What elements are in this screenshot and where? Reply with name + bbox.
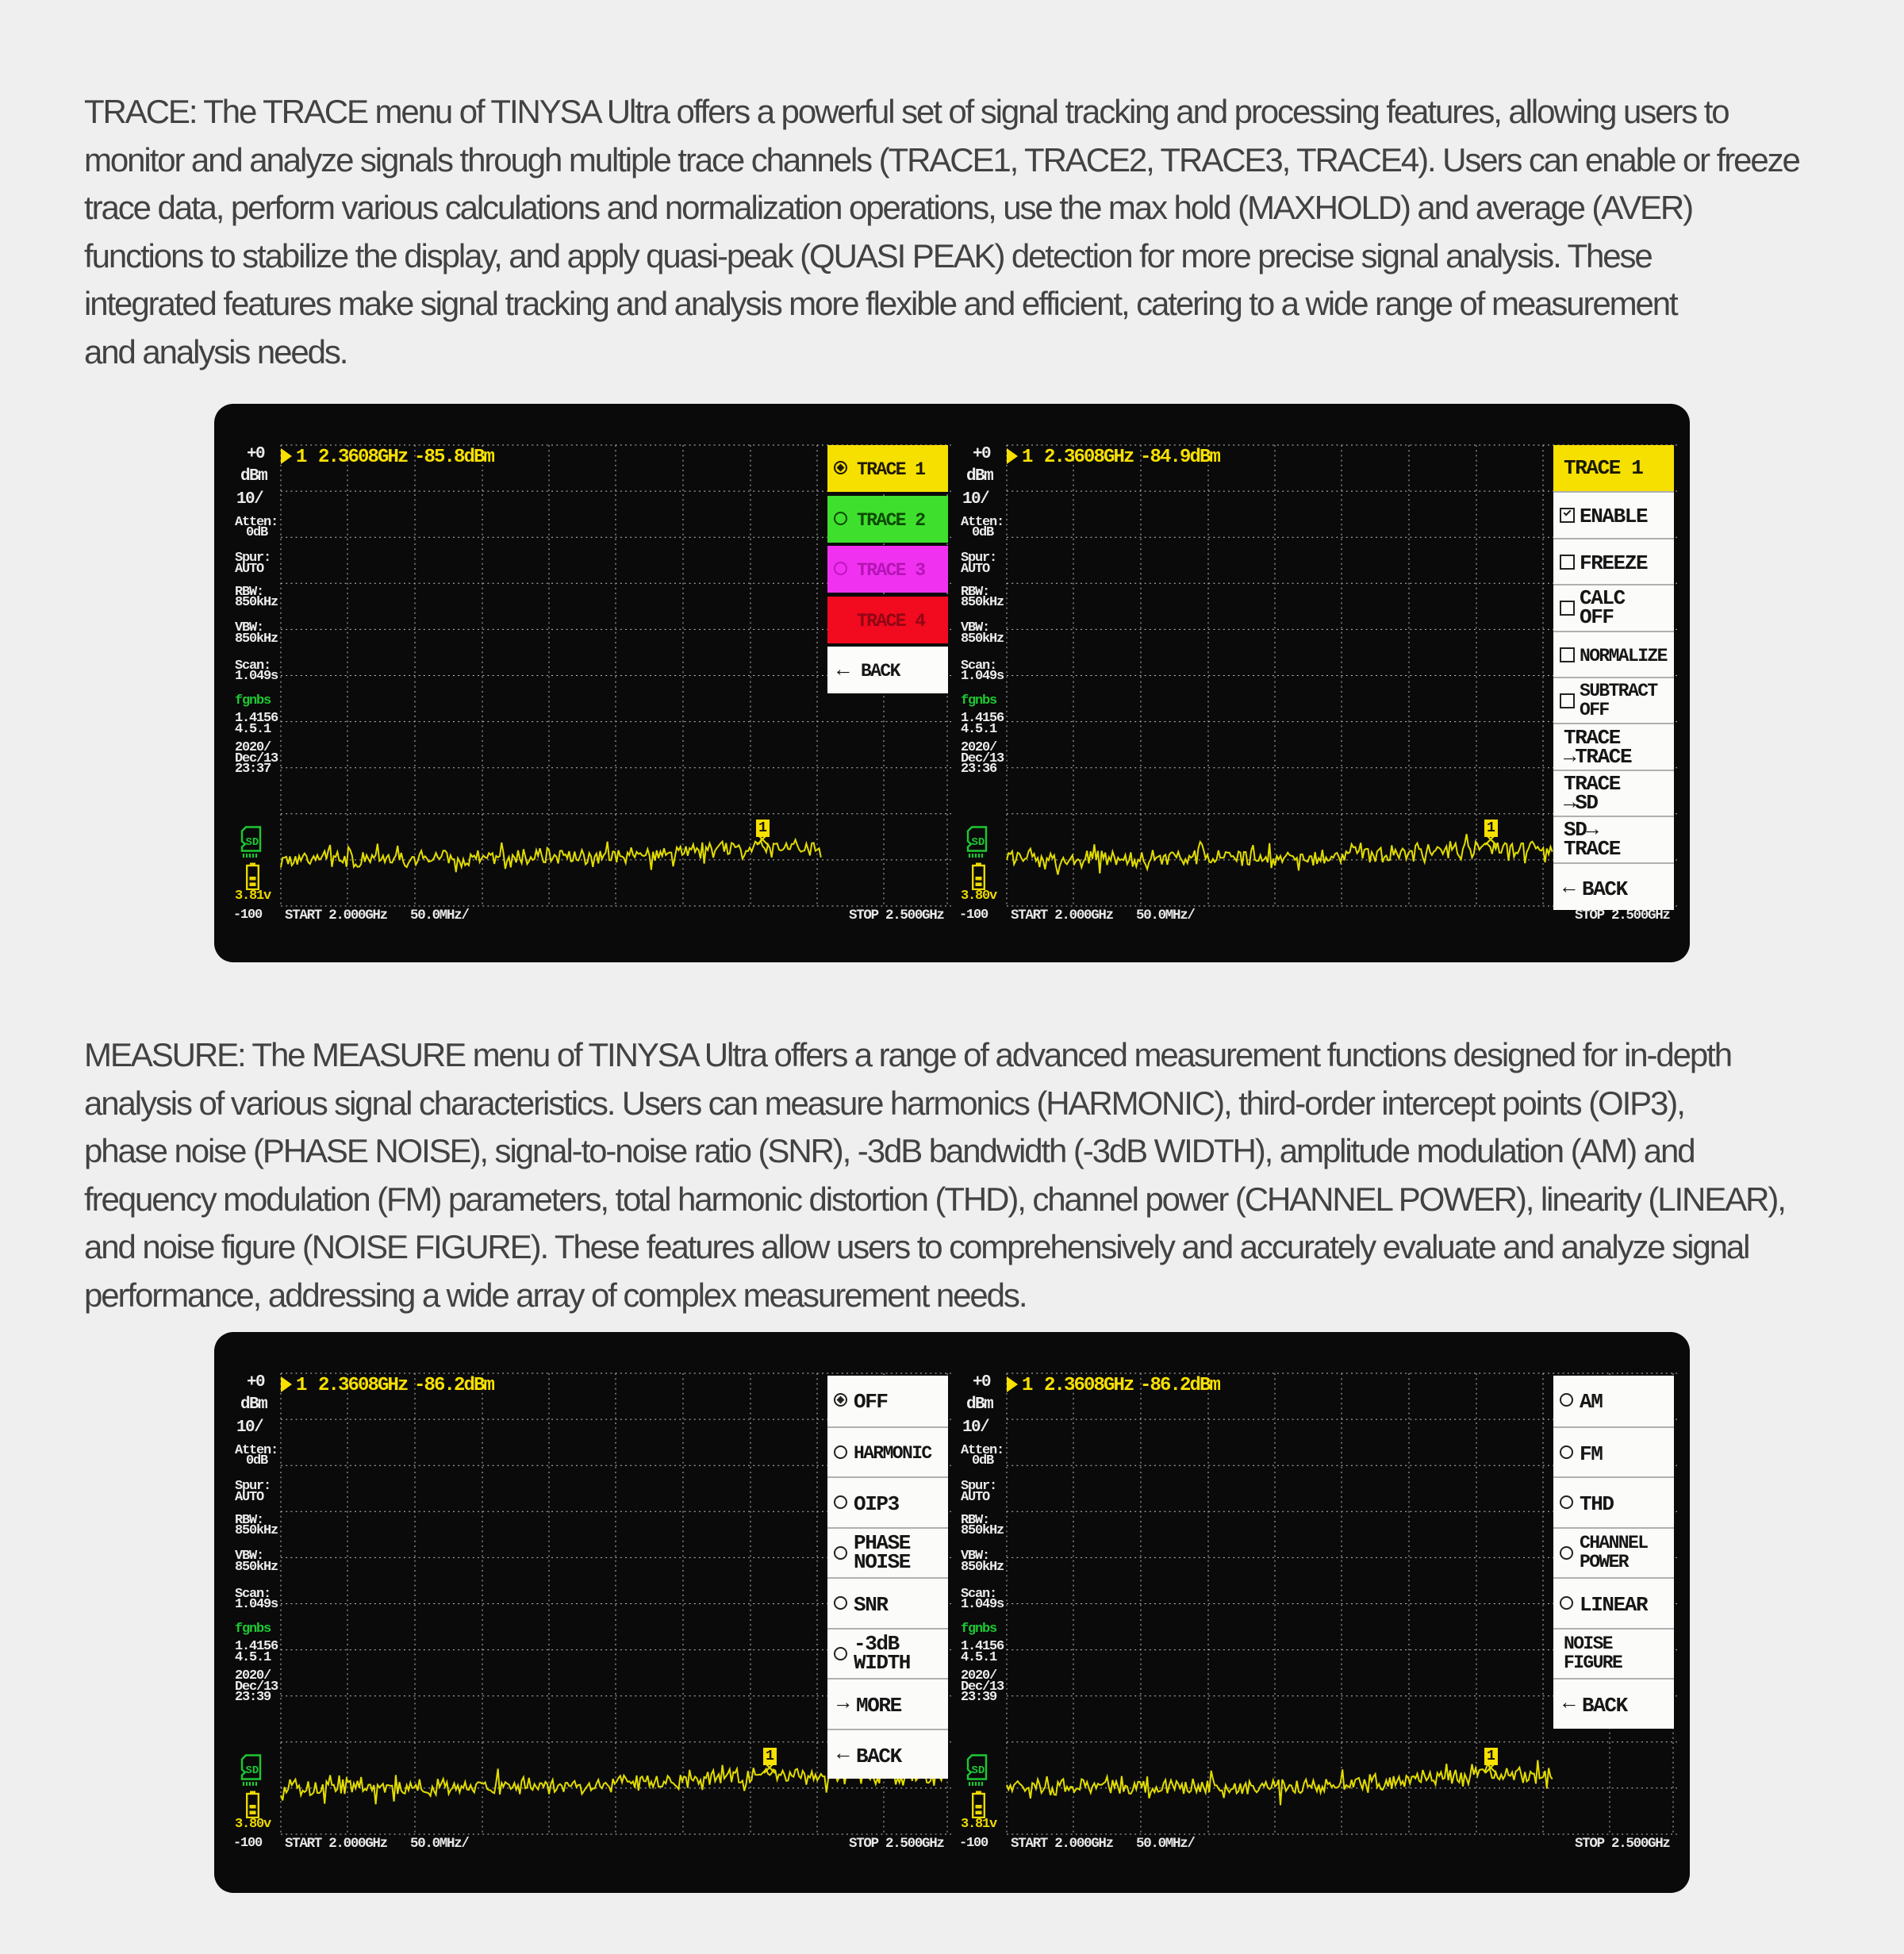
svg-text:SD: SD bbox=[246, 836, 259, 849]
svg-text:SD: SD bbox=[972, 1764, 985, 1777]
svg-text:SD: SD bbox=[246, 1764, 259, 1777]
svg-text:SD: SD bbox=[972, 836, 985, 849]
